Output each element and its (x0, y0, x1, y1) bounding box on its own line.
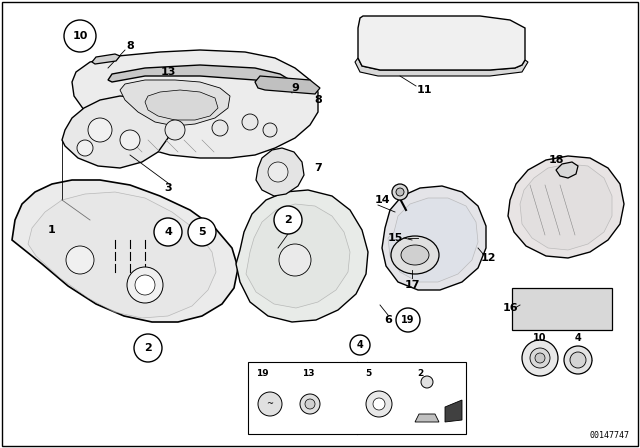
Circle shape (134, 334, 162, 362)
Circle shape (258, 392, 282, 416)
Circle shape (127, 267, 163, 303)
Polygon shape (556, 162, 578, 178)
Bar (512, 288, 612, 330)
Text: 2: 2 (417, 369, 423, 378)
Circle shape (88, 118, 112, 142)
Polygon shape (382, 186, 486, 290)
Text: 4: 4 (575, 333, 581, 343)
Ellipse shape (391, 236, 439, 274)
Circle shape (268, 162, 288, 182)
Polygon shape (256, 148, 304, 196)
Circle shape (279, 244, 311, 276)
Text: 15: 15 (387, 233, 403, 243)
Text: 4: 4 (356, 340, 364, 350)
Polygon shape (28, 192, 216, 318)
Text: 14: 14 (374, 195, 390, 205)
Polygon shape (445, 400, 462, 422)
Polygon shape (120, 80, 230, 126)
Circle shape (535, 353, 545, 363)
Circle shape (522, 340, 558, 376)
Polygon shape (246, 204, 350, 308)
Polygon shape (108, 65, 290, 86)
Polygon shape (92, 54, 120, 64)
Text: 3: 3 (164, 183, 172, 193)
Circle shape (212, 120, 228, 136)
Text: 00147747: 00147747 (590, 431, 630, 440)
Circle shape (263, 123, 277, 137)
Text: 17: 17 (404, 280, 420, 290)
Polygon shape (62, 96, 170, 168)
Circle shape (421, 376, 433, 388)
Polygon shape (12, 180, 238, 322)
Circle shape (120, 130, 140, 150)
Text: 4: 4 (164, 227, 172, 237)
Polygon shape (236, 190, 368, 322)
Text: 19: 19 (256, 369, 269, 378)
Circle shape (77, 140, 93, 156)
Circle shape (66, 246, 94, 274)
Text: 1: 1 (48, 225, 56, 235)
Text: 9: 9 (291, 83, 299, 93)
Circle shape (274, 206, 302, 234)
Text: 8: 8 (126, 41, 134, 51)
Circle shape (350, 335, 370, 355)
Circle shape (188, 218, 216, 246)
Polygon shape (388, 198, 478, 282)
Circle shape (530, 348, 550, 368)
Text: 12: 12 (480, 253, 496, 263)
Polygon shape (255, 76, 320, 94)
Text: 5: 5 (365, 369, 371, 378)
Circle shape (570, 352, 586, 368)
Circle shape (396, 188, 404, 196)
Circle shape (305, 399, 315, 409)
Text: 2: 2 (144, 343, 152, 353)
Text: 16: 16 (502, 303, 518, 313)
Polygon shape (145, 90, 218, 120)
Polygon shape (355, 58, 528, 76)
Bar (248, 362, 466, 434)
Text: 5: 5 (198, 227, 206, 237)
Text: 8: 8 (314, 95, 322, 105)
Circle shape (564, 346, 592, 374)
Polygon shape (72, 50, 318, 158)
Text: 13: 13 (160, 67, 176, 77)
Circle shape (392, 184, 408, 200)
Ellipse shape (401, 245, 429, 265)
Polygon shape (508, 156, 624, 258)
Circle shape (135, 275, 155, 295)
Text: 7: 7 (314, 163, 322, 173)
Text: 19: 19 (401, 315, 415, 325)
Text: 18: 18 (548, 155, 564, 165)
Polygon shape (415, 414, 439, 422)
Circle shape (366, 391, 392, 417)
Circle shape (396, 308, 420, 332)
Circle shape (64, 20, 96, 52)
Circle shape (242, 114, 258, 130)
Text: 10: 10 (72, 31, 88, 41)
Text: 11: 11 (416, 85, 432, 95)
Text: 13: 13 (302, 369, 314, 378)
Polygon shape (520, 164, 612, 250)
Circle shape (154, 218, 182, 246)
Text: 2: 2 (284, 215, 292, 225)
Circle shape (300, 394, 320, 414)
Text: 10: 10 (533, 333, 547, 343)
Circle shape (165, 120, 185, 140)
Text: 6: 6 (384, 315, 392, 325)
Circle shape (373, 398, 385, 410)
Polygon shape (358, 16, 525, 70)
Text: ~: ~ (266, 400, 273, 409)
